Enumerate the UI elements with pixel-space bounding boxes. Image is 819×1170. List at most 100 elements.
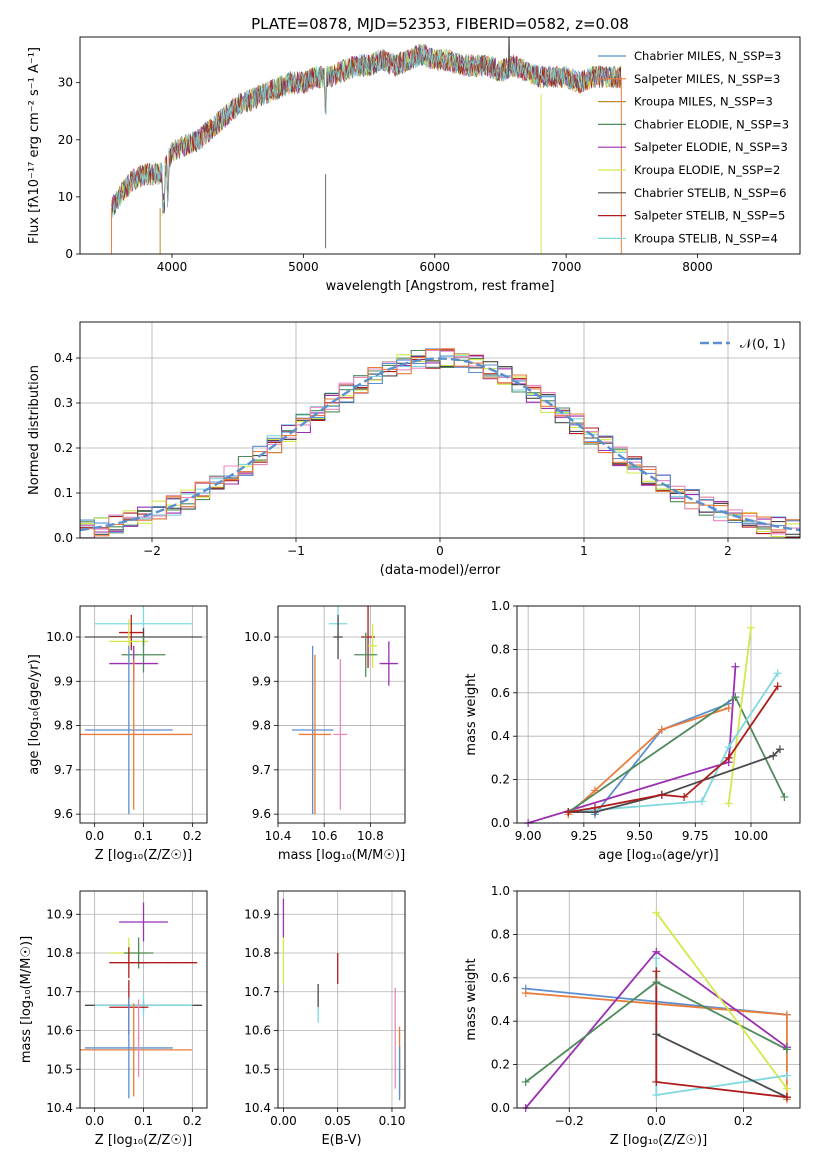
age-vs-metallicity-panel: 0.0 0.1 0.2 9.6 9.7 9.8 9.9 10.0 Z [log₁₀(Z/Z☉)]… — [27, 605, 208, 863]
y-tick-label: 9.8 — [252, 719, 271, 733]
legend-label: Salpeter STELIB, N_SSP=5 — [634, 209, 785, 223]
y-tick-label: 0.2 — [54, 441, 73, 455]
legend-label: 𝒩(0, 1) — [740, 336, 786, 351]
weight-point — [652, 967, 661, 976]
x-tick-label: 5000 — [288, 260, 319, 274]
x-tick-label: 10.8 — [357, 829, 384, 843]
axes-frame — [516, 605, 801, 824]
weight-point — [724, 753, 733, 762]
y-tick-label: 9.8 — [54, 719, 73, 733]
y-tick-label: 10.5 — [244, 1062, 271, 1076]
y-tick-label: 9.9 — [252, 674, 271, 688]
y-tick-label: 10.6 — [244, 1024, 271, 1038]
weight-series — [655, 958, 788, 1097]
y-tick-label: 30 — [58, 76, 73, 90]
weight-point — [724, 799, 733, 808]
y-tick-label: 10.0 — [46, 630, 73, 644]
x-axis-label: mass [log₁₀(M/M☉)] — [278, 848, 405, 863]
x-tick-label: 7000 — [551, 260, 582, 274]
normal-curve — [80, 357, 800, 532]
y-tick-label: 10.9 — [46, 907, 73, 921]
weight-point — [652, 908, 661, 917]
y-tick-label: 9.7 — [54, 763, 73, 777]
y-tick-label: 1.0 — [491, 599, 510, 613]
x-axis-label: (data-model)/error — [380, 563, 501, 578]
weight-point — [775, 745, 784, 754]
axes-frame — [277, 890, 406, 1109]
legend-label: Salpeter MILES, N_SSP=3 — [634, 72, 780, 86]
plot-area — [291, 606, 399, 815]
x-tick-label: 10.4 — [265, 829, 292, 843]
x-tick-label: 0 — [436, 544, 444, 558]
spectrum-panel: 4000 5000 6000 7000 8000 0 10 20 30 wavelength [A… — [27, 36, 801, 294]
weight-point — [724, 703, 733, 712]
y-tick-label: 10.7 — [46, 985, 73, 999]
x-tick-label: 0.0 — [647, 1114, 666, 1128]
y-tick-label: 9.6 — [252, 807, 271, 821]
weight-point — [731, 693, 740, 702]
h-alpha-line — [507, 37, 511, 77]
weight-point — [773, 669, 782, 678]
weight-point — [652, 1077, 661, 1086]
plot-area — [111, 37, 622, 254]
weight-vs-age-panel: 9.00 9.25 9.50 9.75 10.00 0.0 0.2 0.4 0.6 0.8 1.0 a… — [464, 599, 801, 863]
x-tick-label: 6000 — [419, 260, 450, 274]
weight-point — [782, 1010, 791, 1019]
spectrum-line — [111, 44, 622, 217]
y-tick-label: 10.8 — [46, 946, 73, 960]
y-axis-label: mass weight — [464, 958, 479, 1040]
x-tick-label: 1 — [580, 544, 588, 558]
x-tick-label: 9.25 — [570, 829, 597, 843]
x-tick-label: 8000 — [682, 260, 713, 274]
y-tick-label: 0.2 — [491, 1058, 510, 1072]
y-tick-label: 1.0 — [491, 884, 510, 898]
plot-area — [80, 348, 800, 538]
weight-point — [769, 751, 778, 760]
age-vs-mass-panel: 10.4 10.6 10.8 9.6 9.7 9.8 9.9 10.0 mass [log₁₀(… — [244, 605, 406, 863]
x-tick-label: 0.0 — [85, 829, 104, 843]
y-tick-label: 10.4 — [46, 1101, 73, 1115]
y-tick-label: 0.4 — [54, 351, 73, 365]
x-tick-label: 0.2 — [183, 1114, 202, 1128]
weight-point — [680, 792, 689, 801]
y-axis-label: age [log₁₀(age/yr)] — [27, 654, 42, 775]
y-tick-label: 0 — [65, 247, 73, 261]
x-axis-label: Z [log₁₀(Z/Z☉)] — [610, 1133, 707, 1148]
y-tick-label: 10.8 — [244, 946, 271, 960]
weight-point — [782, 1071, 791, 1080]
legend-label: Chabrier MILES, N_SSP=3 — [634, 49, 781, 63]
weight-series — [567, 695, 786, 813]
x-tick-label: 10.6 — [311, 829, 338, 843]
y-tick-label: 10.6 — [46, 1024, 73, 1038]
x-tick-label: 2 — [724, 544, 732, 558]
weight-point — [590, 786, 599, 795]
x-tick-label: 4000 — [157, 260, 188, 274]
y-axis-label: Normed distribution — [27, 365, 42, 495]
weight-series — [568, 685, 779, 813]
weight-point — [521, 988, 530, 997]
legend-label: Salpeter ELODIE, N_SSP=3 — [634, 140, 788, 154]
y-tick-label: 0.0 — [491, 1101, 510, 1115]
x-tick-label: 0.1 — [134, 1114, 153, 1128]
x-axis-label: E(B-V) — [321, 1133, 361, 1148]
plot-area — [80, 606, 203, 815]
axes-frame — [79, 605, 208, 824]
legend-label: Kroupa STELIB, N_SSP=4 — [634, 231, 778, 245]
y-tick-label: 0.4 — [491, 729, 510, 743]
x-tick-label: 0.2 — [183, 829, 202, 843]
x-tick-label: −0.2 — [555, 1114, 584, 1128]
x-tick-label: 9.75 — [682, 829, 709, 843]
weight-point — [773, 682, 782, 691]
axes-frame — [79, 321, 801, 539]
weight-series — [655, 1033, 788, 1099]
weight-series — [527, 666, 737, 823]
y-tick-label: 0.0 — [491, 816, 510, 830]
plot-area — [282, 898, 401, 1101]
legend-label: Kroupa MILES, N_SSP=3 — [634, 95, 773, 109]
plot-area — [80, 902, 203, 1099]
weight-point — [652, 1030, 661, 1039]
weight-point — [746, 623, 755, 632]
x-axis-label: age [log₁₀(age/yr)] — [598, 848, 719, 863]
residual-legend: 𝒩(0, 1) — [700, 336, 786, 351]
